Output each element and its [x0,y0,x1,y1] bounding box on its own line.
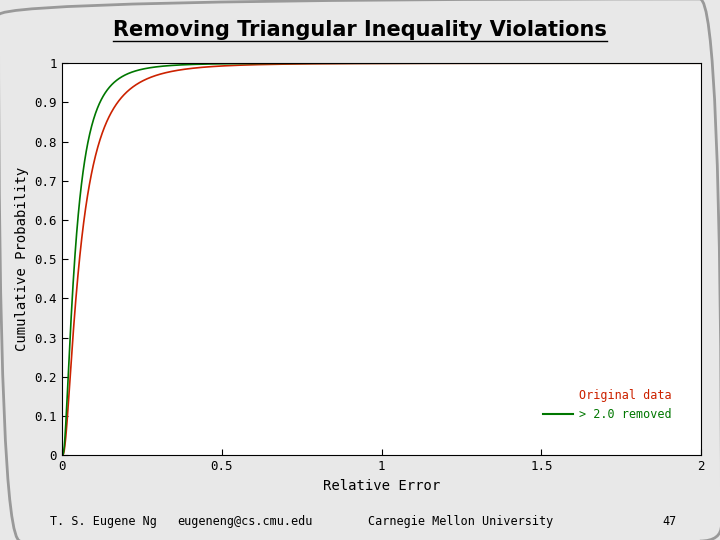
Text: 47: 47 [662,515,677,528]
Text: Removing Triangular Inequality Violations: Removing Triangular Inequality Violation… [113,19,607,40]
Text: T. S. Eugene Ng: T. S. Eugene Ng [50,515,157,528]
Text: eugeneng@cs.cmu.edu: eugeneng@cs.cmu.edu [177,515,312,528]
Legend: Original data, > 2.0 removed: Original data, > 2.0 removed [539,384,676,426]
Y-axis label: Cumulative Probability: Cumulative Probability [15,167,29,352]
Text: Carnegie Mellon University: Carnegie Mellon University [368,515,554,528]
X-axis label: Relative Error: Relative Error [323,478,440,492]
